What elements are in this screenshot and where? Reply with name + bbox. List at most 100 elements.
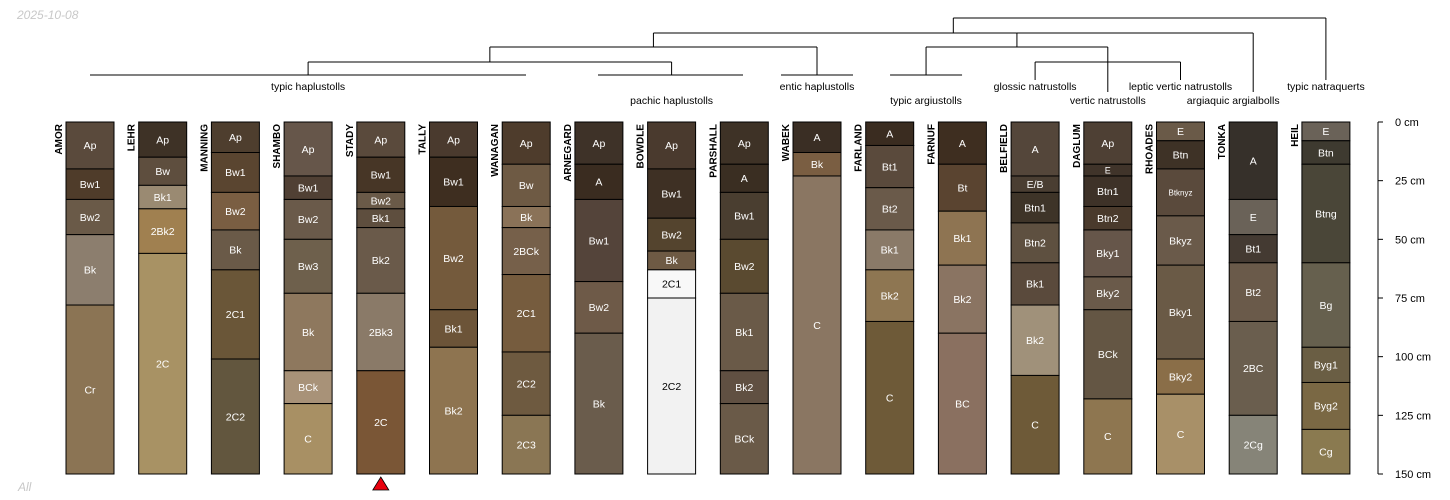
horizon-label: 2Bk3 [369, 327, 393, 339]
profile-name: PARSHALL [708, 124, 719, 178]
horizon-label: Bk [84, 265, 97, 277]
horizon-label: Bw1 [661, 188, 682, 200]
horizon-label: Cg [1319, 446, 1333, 458]
horizon [647, 168, 697, 219]
profile-farnuf: A Bt Bk1 Bk2 BC FARNUF [926, 121, 987, 475]
horizon-label: Btn1 [1097, 186, 1119, 198]
horizon-label: 2C1 [226, 309, 245, 321]
depth-tick-label: 100 cm [1395, 352, 1431, 364]
horizon-label: Bw2 [225, 206, 246, 218]
horizon [210, 269, 260, 360]
horizon-label: E [1250, 212, 1257, 224]
profile-name: HEIL [1290, 124, 1301, 147]
horizon-label: BCk [734, 434, 755, 446]
profile-belfield: A E/B Btn1 Btn2 Bk1 Bk2 C BELFIELD [999, 121, 1060, 475]
horizon [501, 121, 551, 165]
profile-name: FARLAND [854, 124, 865, 172]
horizon [647, 121, 697, 170]
group-label: pachic haplustolls [630, 95, 713, 107]
horizon [865, 144, 915, 189]
profile-name: FARNUF [926, 124, 937, 165]
horizon [574, 121, 624, 165]
horizon-label: 2C2 [517, 378, 536, 390]
horizon-label: Bk1 [444, 323, 462, 335]
horizon-label: Bw3 [298, 261, 319, 273]
horizon [1228, 262, 1278, 322]
horizon-label: Bt [957, 182, 967, 194]
horizon-label: Bt1 [882, 161, 898, 173]
horizon-label: BCk [1098, 349, 1119, 361]
horizon-label: Bk2 [735, 382, 753, 394]
horizon [719, 121, 769, 165]
horizon-label: Ap [447, 134, 460, 146]
horizon [1228, 234, 1278, 264]
horizon-label: 2C1 [662, 279, 681, 291]
horizon [1228, 414, 1278, 475]
horizon [138, 208, 188, 254]
horizon [138, 121, 188, 158]
horizon-label: A [1250, 156, 1257, 168]
horizon-label: BCk [298, 382, 319, 394]
profile-name: STADY [345, 124, 356, 157]
horizon [1156, 168, 1205, 217]
horizon [210, 121, 260, 154]
horizon-label: Bw1 [734, 211, 755, 223]
profile-name: AMOR [54, 123, 65, 154]
horizon [283, 121, 333, 177]
profile-name: LEHR [127, 123, 138, 151]
horizon [1010, 121, 1060, 177]
horizon-label: Btng [1315, 208, 1337, 220]
horizon-label: Bw2 [661, 229, 682, 241]
horizon [210, 229, 260, 271]
horizon-label: 2Cg [1244, 439, 1263, 451]
horizon [1301, 346, 1351, 383]
horizon-label: Bw2 [298, 214, 319, 226]
horizon-label: Bw1 [371, 170, 392, 182]
horizon [865, 269, 915, 322]
horizon [647, 217, 697, 252]
horizon-label: Bk [302, 327, 315, 339]
horizon-label: C [886, 393, 894, 405]
profile-name: RHOADES [1145, 124, 1156, 174]
group-label: typic argiustolls [890, 95, 962, 107]
horizon-label: Bk1 [154, 192, 172, 204]
horizon-label: Bkyz [1169, 235, 1192, 247]
horizon [356, 370, 406, 475]
profile-tally: Ap Bw1 Bw2 Bk1 Bk2 TALLY [418, 121, 478, 475]
horizon-label: Btn2 [1097, 213, 1119, 225]
horizon [65, 304, 115, 475]
horizon-label: 2Bk2 [151, 226, 175, 238]
horizon-label: Btn [1173, 150, 1189, 162]
horizon-label: Bk2 [444, 405, 462, 417]
horizon-label: Bk [520, 212, 533, 224]
horizon-label: Bt2 [882, 204, 898, 216]
horizon-label: C [1177, 429, 1185, 441]
horizon-label: Bky2 [1096, 288, 1120, 300]
horizon [1156, 358, 1205, 395]
horizon-label: 2C2 [226, 411, 245, 423]
horizon-label: BC [955, 398, 970, 410]
horizon-label: Bk1 [881, 245, 899, 257]
horizon-label: Bg [1319, 300, 1332, 312]
horizon [937, 264, 987, 334]
horizon-label: Bt1 [1245, 244, 1261, 256]
horizon [719, 370, 769, 405]
horizon [647, 297, 697, 475]
horizon-label: Bw2 [443, 253, 464, 265]
horizon [1301, 262, 1351, 348]
horizon-label: 2C2 [662, 381, 681, 393]
horizon-label: Ap [592, 138, 605, 150]
horizon-label: Bk [665, 255, 678, 267]
horizon-label: C [1031, 420, 1039, 432]
group-label: typic haplustolls [271, 81, 345, 93]
group-label: argiaquic argialbolls [1187, 95, 1280, 107]
horizon-label: C [813, 320, 821, 332]
horizon-label: Bk1 [953, 233, 971, 245]
horizon-label: Bw1 [225, 167, 246, 179]
profile-name: ARNEGARD [563, 124, 574, 182]
horizon-label: 2C [374, 417, 388, 429]
horizon [937, 163, 987, 212]
depth-tick-label: 125 cm [1395, 410, 1431, 422]
horizon-label: Ap [665, 140, 678, 152]
horizon [283, 238, 333, 294]
